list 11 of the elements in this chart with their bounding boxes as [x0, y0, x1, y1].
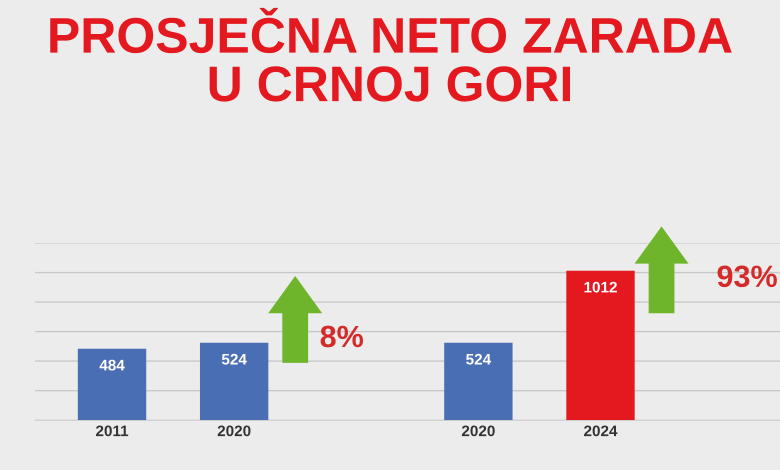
x-tick-label: 2011: [96, 425, 128, 436]
data-label: 1012: [584, 282, 617, 293]
data-label: 524: [466, 354, 492, 365]
data-label: 484: [100, 360, 125, 371]
x-tick-label: 2020: [218, 425, 251, 436]
chart-title: PROSJEČNA NETO ZARADA U CRNOJ GORI: [50, 8, 732, 102]
x-tick-label: 2024: [584, 425, 618, 436]
text: 93%: [718, 265, 777, 288]
annotation: 8%: [320, 326, 363, 348]
x-tick-label: 2020: [462, 425, 495, 436]
data-label: 524: [222, 354, 247, 365]
